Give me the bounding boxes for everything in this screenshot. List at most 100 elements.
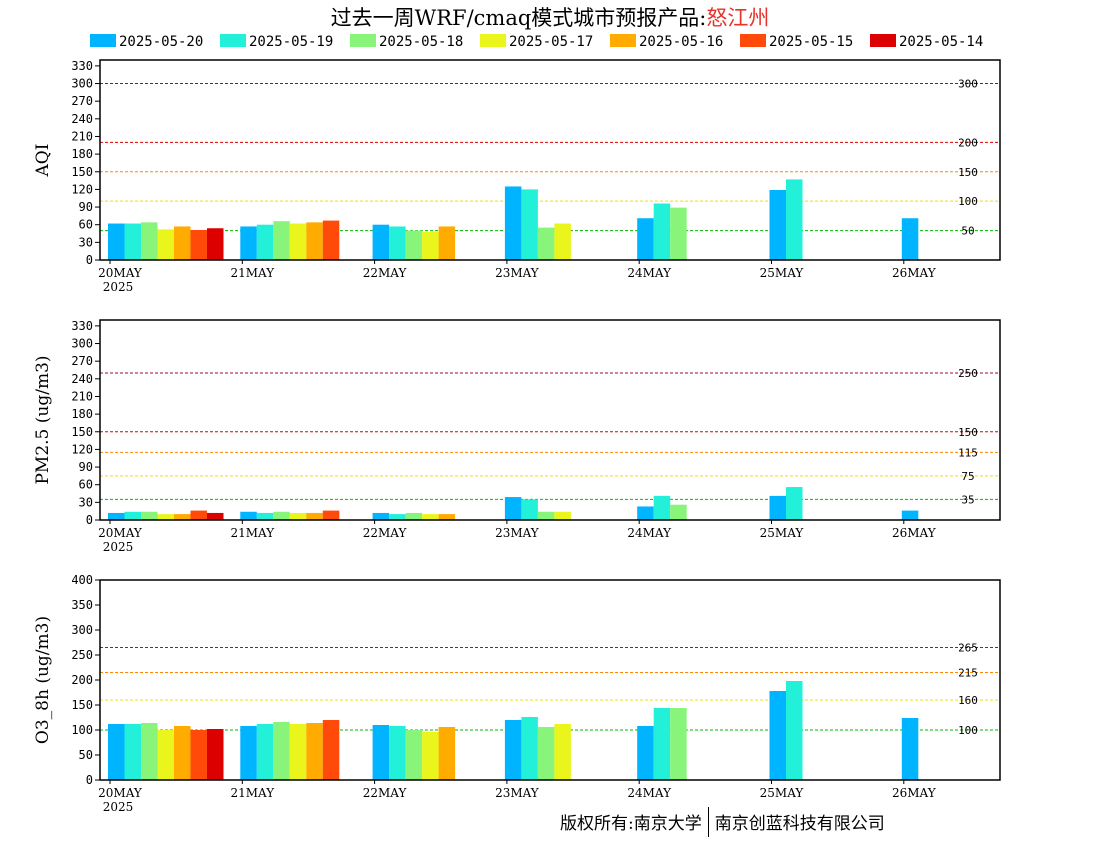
bar xyxy=(289,223,307,260)
x-tick-label: 22MAY xyxy=(363,786,408,800)
y-tick-label: 210 xyxy=(71,129,93,143)
x-tick-label: 22MAY xyxy=(363,266,408,280)
y-tick-label: 180 xyxy=(71,147,93,161)
x-tick-sublabel: 2025 xyxy=(103,800,134,814)
y-tick-label: 60 xyxy=(79,478,93,492)
bar xyxy=(256,512,274,520)
x-tick-label: 20MAY xyxy=(98,786,143,800)
bar xyxy=(141,723,158,780)
legend-swatch xyxy=(90,34,116,47)
y-tick-label: 0 xyxy=(86,513,93,527)
y-tick-label: 90 xyxy=(79,460,93,474)
bar xyxy=(786,681,803,780)
bar xyxy=(124,724,141,780)
y-tick-label: 30 xyxy=(79,495,93,509)
y-tick-label: 150 xyxy=(71,165,93,179)
y-axis-label: PM2.5 (ug/m3) xyxy=(33,355,53,484)
y-tick-label: 0 xyxy=(86,253,93,267)
x-tick-label: 24MAY xyxy=(627,526,672,540)
chart-panel: 300 200 150 100 50 0 30 60 90 120 150 180 210 240 270 3… xyxy=(33,59,1001,294)
bar xyxy=(537,511,555,520)
y-tick-label: 240 xyxy=(71,112,93,126)
bar xyxy=(769,495,786,520)
x-tick-label: 21MAY xyxy=(230,786,275,800)
y-tick-label: 150 xyxy=(71,425,93,439)
bar xyxy=(372,224,390,260)
bar xyxy=(637,506,654,520)
threshold-label: 150 xyxy=(958,166,978,179)
bar xyxy=(438,514,456,520)
bar xyxy=(405,230,423,260)
bar xyxy=(504,186,522,260)
y-tick-label: 300 xyxy=(71,337,93,351)
legend-label: 2025-05-18 xyxy=(379,34,464,50)
threshold-label: 300 xyxy=(958,78,978,91)
bar xyxy=(405,730,423,780)
bar xyxy=(670,504,687,520)
bar xyxy=(322,720,340,780)
bar xyxy=(537,227,555,260)
legend: 2025-05-20 2025-05-19 2025-05-18 2025-05-17… xyxy=(0,34,1100,54)
bar xyxy=(389,726,406,780)
x-tick-label: 24MAY xyxy=(627,266,672,280)
bar xyxy=(240,511,257,520)
legend-label: 2025-05-19 xyxy=(249,34,334,50)
title-prefix: 过去一周WRF/cmaq模式城市预报产品: xyxy=(330,6,707,30)
bar xyxy=(554,223,571,260)
legend-item: 2025-05-16 xyxy=(610,34,723,52)
bar xyxy=(521,189,538,260)
bar xyxy=(207,512,224,520)
legend-item: 2025-05-15 xyxy=(740,34,853,52)
bar xyxy=(190,230,207,260)
chart-panel: 265 215 160 100 0 50 100 150 200 250 300 350 400 20MA… xyxy=(33,573,1001,814)
y-tick-label: 120 xyxy=(71,182,93,196)
chart-panel: 250 150 115 75 35 0 30 60 90 120 150 180 210 240 270 30… xyxy=(33,319,1001,554)
x-tick-label: 26MAY xyxy=(892,786,937,800)
bar xyxy=(901,718,919,780)
bar xyxy=(422,732,439,780)
legend-item: 2025-05-20 xyxy=(90,34,203,52)
threshold-label: 160 xyxy=(958,694,978,707)
x-tick-label: 25MAY xyxy=(760,786,805,800)
bar xyxy=(207,729,224,780)
threshold-label: 265 xyxy=(958,642,978,655)
y-tick-label: 210 xyxy=(71,389,93,403)
bar xyxy=(504,497,522,520)
y-tick-label: 270 xyxy=(71,94,93,108)
x-tick-label: 23MAY xyxy=(495,266,540,280)
bar xyxy=(124,511,141,520)
bar xyxy=(141,222,158,260)
threshold-label: 115 xyxy=(958,446,978,459)
bar xyxy=(256,224,274,260)
bar xyxy=(438,727,456,780)
threshold-label: 100 xyxy=(958,724,978,737)
y-tick-label: 90 xyxy=(79,200,93,214)
y-tick-label: 50 xyxy=(79,748,93,762)
bar xyxy=(637,218,654,260)
copyright: 版权所有:南京大学 南京创蓝科技有限公司 xyxy=(560,807,885,837)
chart-title: 过去一周WRF/cmaq模式城市预报产品:怒江州 xyxy=(0,2,1100,32)
bar xyxy=(273,722,290,780)
legend-swatch xyxy=(220,34,246,47)
bar xyxy=(653,203,671,260)
legend-item: 2025-05-17 xyxy=(480,34,593,52)
y-tick-label: 330 xyxy=(71,319,93,333)
y-tick-label: 300 xyxy=(71,77,93,91)
bar xyxy=(190,730,207,780)
bar xyxy=(322,510,340,520)
y-tick-label: 330 xyxy=(71,59,93,73)
bar xyxy=(124,223,141,260)
bar xyxy=(240,726,257,780)
legend-label: 2025-05-14 xyxy=(899,34,984,50)
bar xyxy=(653,708,671,780)
bar xyxy=(901,510,919,520)
y-tick-label: 60 xyxy=(79,218,93,232)
bar xyxy=(901,218,919,260)
legend-item: 2025-05-19 xyxy=(220,34,333,52)
bar xyxy=(108,724,125,780)
x-tick-label: 24MAY xyxy=(627,786,672,800)
bar xyxy=(306,222,323,260)
x-tick-label: 22MAY xyxy=(363,526,408,540)
bar xyxy=(769,691,786,780)
